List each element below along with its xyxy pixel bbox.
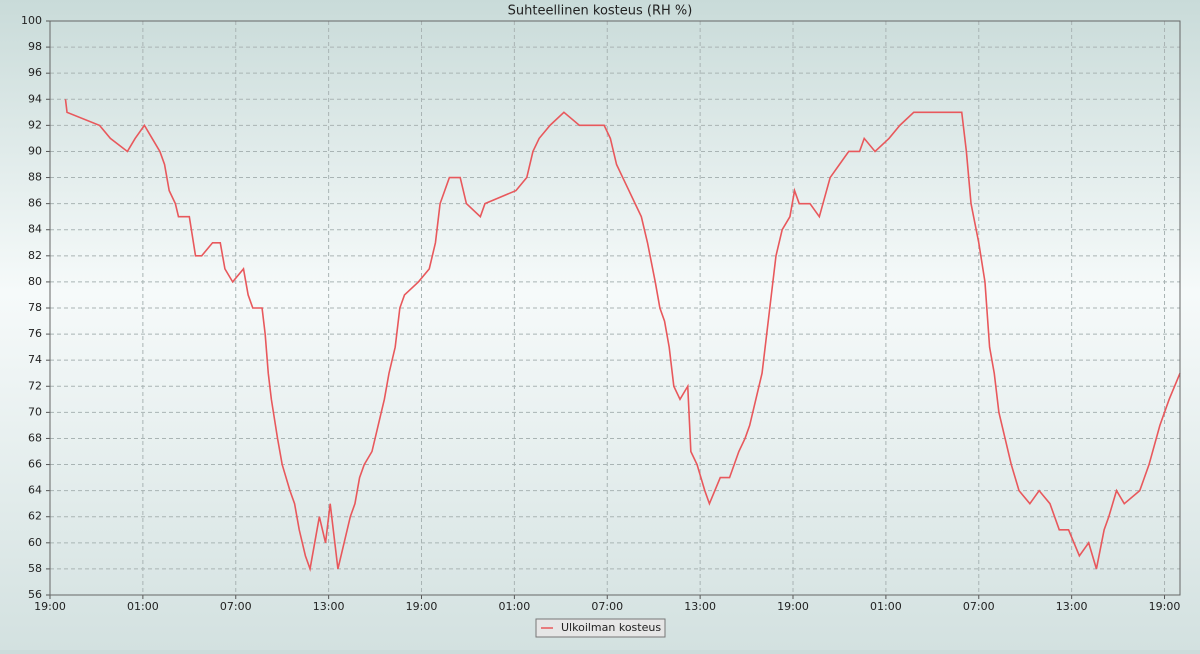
y-tick-label: 68 — [28, 431, 42, 444]
x-tick-label: 01:00 — [870, 600, 902, 613]
y-tick-label: 100 — [21, 14, 42, 27]
y-tick-label: 78 — [28, 301, 42, 314]
legend-label: Ulkoilman kosteus — [561, 621, 661, 634]
y-tick-label: 76 — [28, 327, 42, 340]
y-tick-label: 84 — [28, 223, 42, 236]
y-tick-label: 96 — [28, 66, 42, 79]
y-tick-label: 60 — [28, 536, 42, 549]
x-tick-label: 01:00 — [499, 600, 531, 613]
y-tick-label: 58 — [28, 562, 42, 575]
x-tick-label: 19:00 — [777, 600, 809, 613]
legend-box — [535, 618, 666, 638]
y-tick-label: 80 — [28, 275, 42, 288]
y-tick-label: 86 — [28, 197, 42, 210]
y-tick-label: 72 — [28, 379, 42, 392]
y-tick-label: 94 — [28, 92, 42, 105]
x-tick-label: 19:00 — [406, 600, 438, 613]
x-tick-label: 13:00 — [313, 600, 345, 613]
y-tick-label: 56 — [28, 588, 42, 601]
x-tick-label: 07:00 — [963, 600, 995, 613]
x-tick-label: 19:00 — [34, 600, 66, 613]
data-line — [64, 99, 1181, 573]
y-tick-label: 62 — [28, 510, 42, 523]
x-tick-label: 07:00 — [591, 600, 623, 613]
x-tick-label: 13:00 — [1056, 600, 1088, 613]
chart-title: Suhteellinen kosteus (RH %) — [508, 4, 693, 19]
y-tick-label: 88 — [28, 171, 42, 184]
x-tick-label: 07:00 — [220, 600, 252, 613]
x-tick-label: 01:00 — [127, 600, 159, 613]
y-tick-label: 66 — [28, 458, 42, 471]
y-tick-label: 74 — [28, 353, 42, 366]
y-tick-label: 70 — [28, 405, 42, 418]
x-tick-label: 13:00 — [684, 600, 716, 613]
plot-frame — [49, 20, 1181, 596]
y-tick-label: 90 — [28, 144, 42, 157]
y-tick-label: 64 — [28, 484, 42, 497]
x-tick-label: 19:00 — [1149, 600, 1181, 613]
y-tick-label: 92 — [28, 118, 42, 131]
y-tick-label: 98 — [28, 40, 42, 53]
legend: Ulkoilman kosteus — [535, 618, 666, 638]
y-tick-label: 82 — [28, 249, 42, 262]
